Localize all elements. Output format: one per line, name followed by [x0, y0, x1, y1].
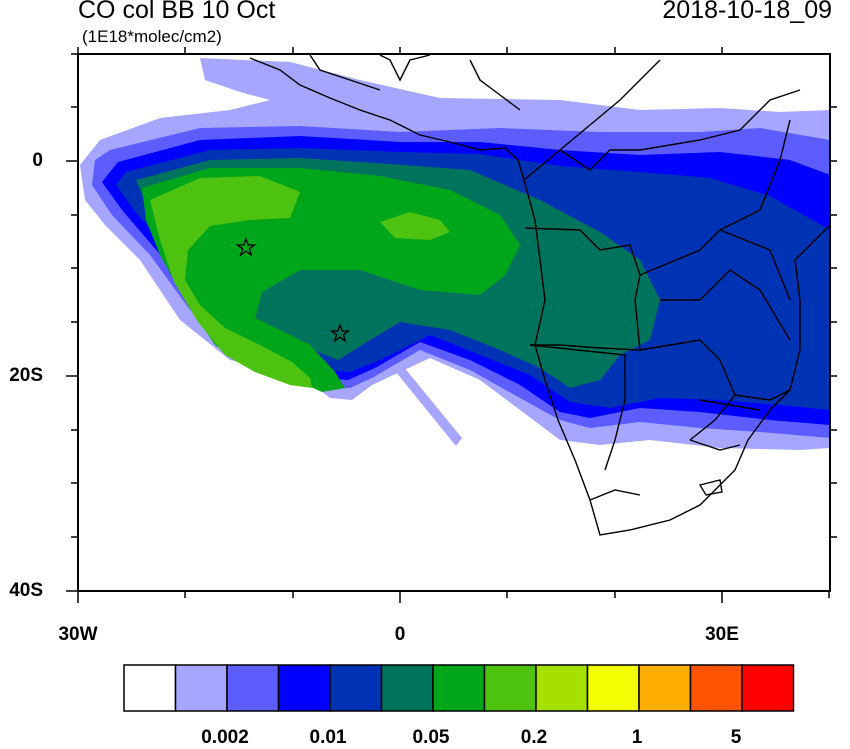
smoke-streak: [378, 350, 462, 446]
colorbar-swatch: [586, 664, 640, 712]
colorbar-swatch: [741, 664, 795, 712]
colorbar-swatch: [329, 664, 383, 712]
lon-label-30e: 30E: [705, 624, 739, 645]
colorbar-swatch: [432, 664, 486, 712]
units-label: (1E18*molec/cm2): [82, 27, 222, 46]
map-title: CO col BB 10 Oct: [78, 0, 276, 24]
colorbar-swatch: [483, 664, 537, 712]
lat-label-40s: 40S: [9, 580, 43, 601]
colorbar-swatch: [226, 664, 280, 712]
colorbar-label: 1: [631, 727, 643, 748]
colorbar-label: 0.01: [309, 727, 347, 748]
colorbar-label: 0.05: [412, 727, 450, 748]
star-icon: [235, 237, 257, 257]
colorbar: [123, 664, 795, 712]
colorbar-label: 5: [730, 727, 742, 748]
contour-level-7: [380, 212, 450, 240]
colorbar-label: 0.002: [201, 727, 249, 748]
colorbar-label: 0.2: [520, 727, 548, 748]
star-icon: [329, 323, 351, 343]
lat-label-20s: 20S: [9, 365, 43, 386]
station-markers: [235, 237, 351, 343]
colorbar-swatch: [123, 664, 177, 712]
colorbar-swatch: [174, 664, 228, 712]
lon-label-30w: 30W: [58, 624, 98, 645]
colorbar-swatch: [535, 664, 589, 712]
colorbar-swatch: [277, 664, 331, 712]
colorbar-swatch: [689, 664, 743, 712]
contour-level-7: [150, 176, 312, 388]
lat-label-0: 0: [32, 150, 43, 171]
axis-ticks: [66, 47, 837, 603]
timestamp-label: 2018-10-18_09: [662, 0, 832, 24]
lon-label-0: 0: [394, 624, 406, 645]
coastline: [249, 54, 830, 536]
colorbar-swatch: [638, 664, 692, 712]
co-plume-field: [78, 54, 830, 591]
colorbar-swatch: [380, 664, 434, 712]
